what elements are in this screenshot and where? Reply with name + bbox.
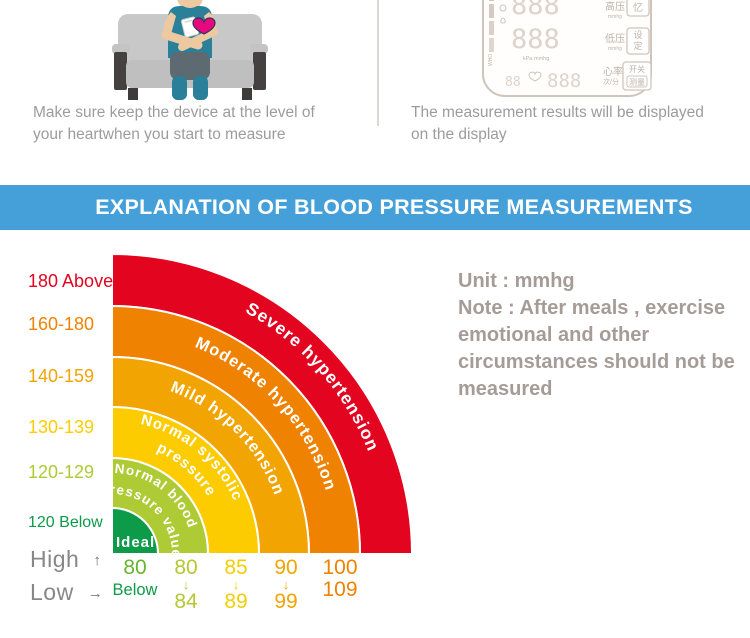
left-caption: Make sure keep the device at the level o… [33, 102, 315, 146]
couch-leg-right [242, 88, 252, 100]
diastolic-bottom-value: 99 [274, 590, 298, 613]
diastolic-bottom-value: 109 [322, 578, 358, 601]
vertical-divider [377, 0, 379, 126]
diastolic-top-value: 85 [224, 556, 248, 579]
band-ideal [111, 506, 160, 555]
person-on-couch-illustration [112, 0, 268, 100]
couch-armrest-left-top [112, 44, 130, 54]
diastolic-col-4: 90 ↓ 99 [260, 557, 312, 613]
diastolic-col-5: 100 109 [312, 557, 368, 601]
diastolic-col-1: 80 Below [109, 557, 161, 601]
right-caption-line1: The measurement results will be displaye… [411, 104, 704, 121]
up-arrow-icon: ↑ [93, 552, 102, 569]
lcd-units: kPa mmhg [523, 56, 549, 62]
svg-text:定: 定 [633, 40, 642, 51]
down-arrow-icon: ↓ [182, 577, 190, 592]
band-ideal-label: Ideal [116, 534, 155, 551]
person-left-shin [172, 76, 187, 100]
note-line-2: emotional and other [458, 324, 650, 346]
left-caption-line1: Make sure keep the device at the level o… [33, 104, 315, 121]
set-button: 设 定 [626, 27, 650, 55]
person-right-forearm [178, 28, 218, 51]
right-caption-line2: on the display [411, 126, 507, 143]
device-scale-bar: WHO [488, 0, 494, 66]
section-banner: EXPLANATION OF BLOOD PRESSURE MEASUREMEN… [0, 185, 750, 230]
note-line-3: circumstances should not be [458, 351, 735, 373]
couch-leg-left [128, 88, 138, 100]
diastolic-top-value: 90 [274, 556, 298, 579]
diastolic-cn-label: 低压 [605, 32, 625, 45]
person-pants-front [170, 52, 210, 80]
note-line-unit: Unit : mmhg [458, 270, 575, 292]
systolic-label-120-129: 120-129 [28, 462, 95, 482]
svg-text:测量: 测量 [629, 78, 645, 87]
right-arrow-icon: → [87, 585, 104, 602]
pulse-unit-label: 次/分 [603, 77, 619, 86]
diastolic-top-value: 100 [322, 556, 358, 579]
high-axis-label: High ↑ [30, 546, 101, 573]
systolic-label-120-below: 120 Below [28, 514, 103, 531]
banner-title: EXPLANATION OF BLOOD PRESSURE MEASUREMEN… [95, 195, 693, 219]
person-right-shin [193, 76, 208, 100]
diastolic-bottom-value: 84 [174, 590, 198, 613]
device-icons [499, 4, 507, 24]
svg-text:忆: 忆 [633, 1, 643, 14]
diastolic-col-3: 85 ↓ 89 [210, 557, 262, 613]
systolic-label-160-180: 160-180 [28, 314, 95, 334]
memory-button: 忆 [626, 0, 650, 17]
diastolic-bottom-value: Below [112, 581, 158, 599]
systolic-unit: mmhg [608, 14, 622, 20]
pulse-digits: 888 [547, 70, 581, 92]
high-text: High [30, 546, 80, 572]
note-line-4: measured [458, 378, 553, 400]
pulse-small-digits: 88 [505, 75, 521, 90]
systolic-label-140-159: 140-159 [28, 366, 95, 386]
bp-monitor-illustration: WHO 888 888 kPa mmhg 88 888 高压 mmhg 低压 m… [482, 0, 652, 97]
svg-text:开关: 开关 [629, 64, 645, 74]
person-neck [183, 0, 197, 8]
couch-armrest-right-top [250, 44, 268, 54]
systolic-label-180-above: 180 Above [28, 271, 114, 291]
device-body [482, 0, 652, 97]
blood-pressure-radial-chart: Severe hypertension Moderate hypertensio… [0, 240, 414, 558]
couch-armrest-right [253, 52, 266, 90]
right-caption: The measurement results will be displaye… [411, 102, 704, 146]
systolic-digits: 888 [511, 0, 560, 21]
down-arrow-icon: ↓ [232, 577, 240, 592]
diastolic-bottom-value: 89 [224, 590, 248, 613]
systolic-label-130-139: 130-139 [28, 417, 95, 437]
note-line-1: Note : After meals , exercise [458, 297, 726, 319]
pulse-cn-label: 心率 [603, 65, 623, 78]
low-axis-label: Low → [30, 579, 103, 606]
who-label: WHO [488, 54, 494, 66]
note-block: Unit : mmhg Note : After meals , exercis… [458, 268, 750, 403]
down-arrow-icon: ↓ [282, 577, 290, 592]
low-text: Low [30, 579, 74, 605]
diastolic-top-value: 80 [123, 556, 147, 579]
left-caption-line2: your heartwhen you start to measure [33, 126, 286, 143]
diastolic-col-2: 80 ↓ 84 [160, 557, 212, 613]
pulse-heart-icon [528, 71, 542, 82]
svg-text:设: 设 [633, 30, 642, 40]
power-measure-button: 开关 测量 [622, 61, 652, 91]
couch-armrest-left [114, 52, 127, 90]
diastolic-top-value: 80 [174, 556, 198, 579]
heart-icon [192, 17, 216, 35]
systolic-cn-label: 高压 [605, 0, 625, 13]
diastolic-digits: 888 [511, 24, 560, 55]
diastolic-unit: mmhg [608, 46, 622, 52]
